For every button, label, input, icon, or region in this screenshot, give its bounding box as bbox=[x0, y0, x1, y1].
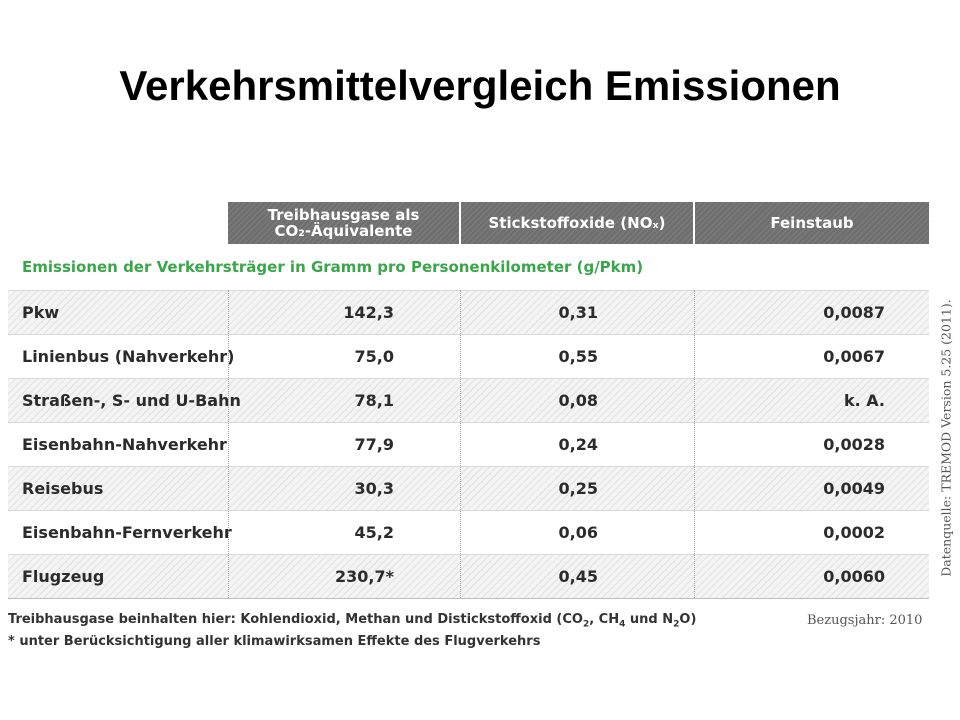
ghg-value: 142,3 bbox=[343, 303, 394, 322]
pm-value: 0,0002 bbox=[823, 523, 885, 542]
column-divider bbox=[694, 290, 695, 598]
row-label: Reisebus bbox=[22, 479, 104, 498]
pm-value: k. A. bbox=[843, 391, 885, 410]
table-row: Straßen-, S- und U-Bahn 78,1 0,08 k. A. bbox=[8, 378, 929, 422]
slide-title: Verkehrsmittelvergleich Emissionen bbox=[119, 62, 841, 109]
row-label: Eisenbahn-Fernverkehr bbox=[22, 523, 232, 542]
ghg-value: 45,2 bbox=[354, 523, 394, 542]
header-ghg-line2: CO₂-Äquivalente bbox=[274, 222, 413, 240]
header-greenhouse-gases: Treibhausgase als CO₂-Äquivalente bbox=[228, 202, 459, 244]
table-row: Reisebus 30,3 0,25 0,0049 bbox=[8, 466, 929, 510]
pm-value: 0,0028 bbox=[823, 435, 885, 454]
table-row: Eisenbahn-Nahverkehr 77,9 0,24 0,0028 bbox=[8, 422, 929, 466]
row-label: Flugzeug bbox=[22, 567, 105, 586]
table-bottom-rule bbox=[8, 598, 929, 599]
pm-value: 0,0049 bbox=[823, 479, 885, 498]
nox-value: 0,31 bbox=[558, 303, 598, 322]
table-subtitle: Emissionen der Verkehrsträger in Gramm p… bbox=[22, 258, 644, 276]
row-label: Pkw bbox=[22, 303, 60, 322]
header-particulate-matter: Feinstaub bbox=[695, 202, 929, 244]
table-row: Eisenbahn-Fernverkehr 45,2 0,06 0,0002 bbox=[8, 510, 929, 554]
nox-value: 0,06 bbox=[558, 523, 598, 542]
ghg-value: 78,1 bbox=[354, 391, 394, 410]
header-nitrogen-oxides: Stickstoffoxide (NOₓ) bbox=[461, 202, 693, 244]
column-divider bbox=[460, 290, 461, 598]
header-ghg-line1: Treibhausgase als bbox=[267, 206, 420, 224]
table-row: Flugzeug 230,7* 0,45 0,0060 bbox=[8, 554, 929, 598]
nox-value: 0,45 bbox=[558, 567, 598, 586]
ghg-value: 230,7* bbox=[335, 567, 394, 586]
column-divider bbox=[228, 290, 229, 598]
pm-value: 0,0067 bbox=[823, 347, 885, 366]
pm-value: 0,0060 bbox=[823, 567, 885, 586]
table-row: Pkw 142,3 0,31 0,0087 bbox=[8, 290, 929, 334]
ghg-value: 30,3 bbox=[354, 479, 394, 498]
nox-value: 0,55 bbox=[558, 347, 598, 366]
nox-value: 0,25 bbox=[558, 479, 598, 498]
row-label: Straßen-, S- und U-Bahn bbox=[22, 391, 241, 410]
table-row: Linienbus (Nahverkehr) 75,0 0,55 0,0067 bbox=[8, 334, 929, 378]
ghg-value: 75,0 bbox=[354, 347, 394, 366]
reference-year: Bezugsjahr: 2010 bbox=[807, 613, 923, 628]
ghg-value: 77,9 bbox=[354, 435, 394, 454]
row-label: Linienbus (Nahverkehr) bbox=[22, 347, 235, 366]
row-label: Eisenbahn-Nahverkehr bbox=[22, 435, 227, 454]
footnote-air-traffic: * unter Berücksichtigung aller klimawirk… bbox=[8, 634, 541, 649]
footnote-greenhouse-gases: Treibhausgase beinhalten hier: Kohlendio… bbox=[8, 612, 697, 630]
nox-value: 0,24 bbox=[558, 435, 598, 454]
data-source-text: Datenquelle: TREMOD Version 5.25 (2011). bbox=[938, 299, 954, 577]
pm-value: 0,0087 bbox=[823, 303, 885, 322]
nox-value: 0,08 bbox=[558, 391, 598, 410]
